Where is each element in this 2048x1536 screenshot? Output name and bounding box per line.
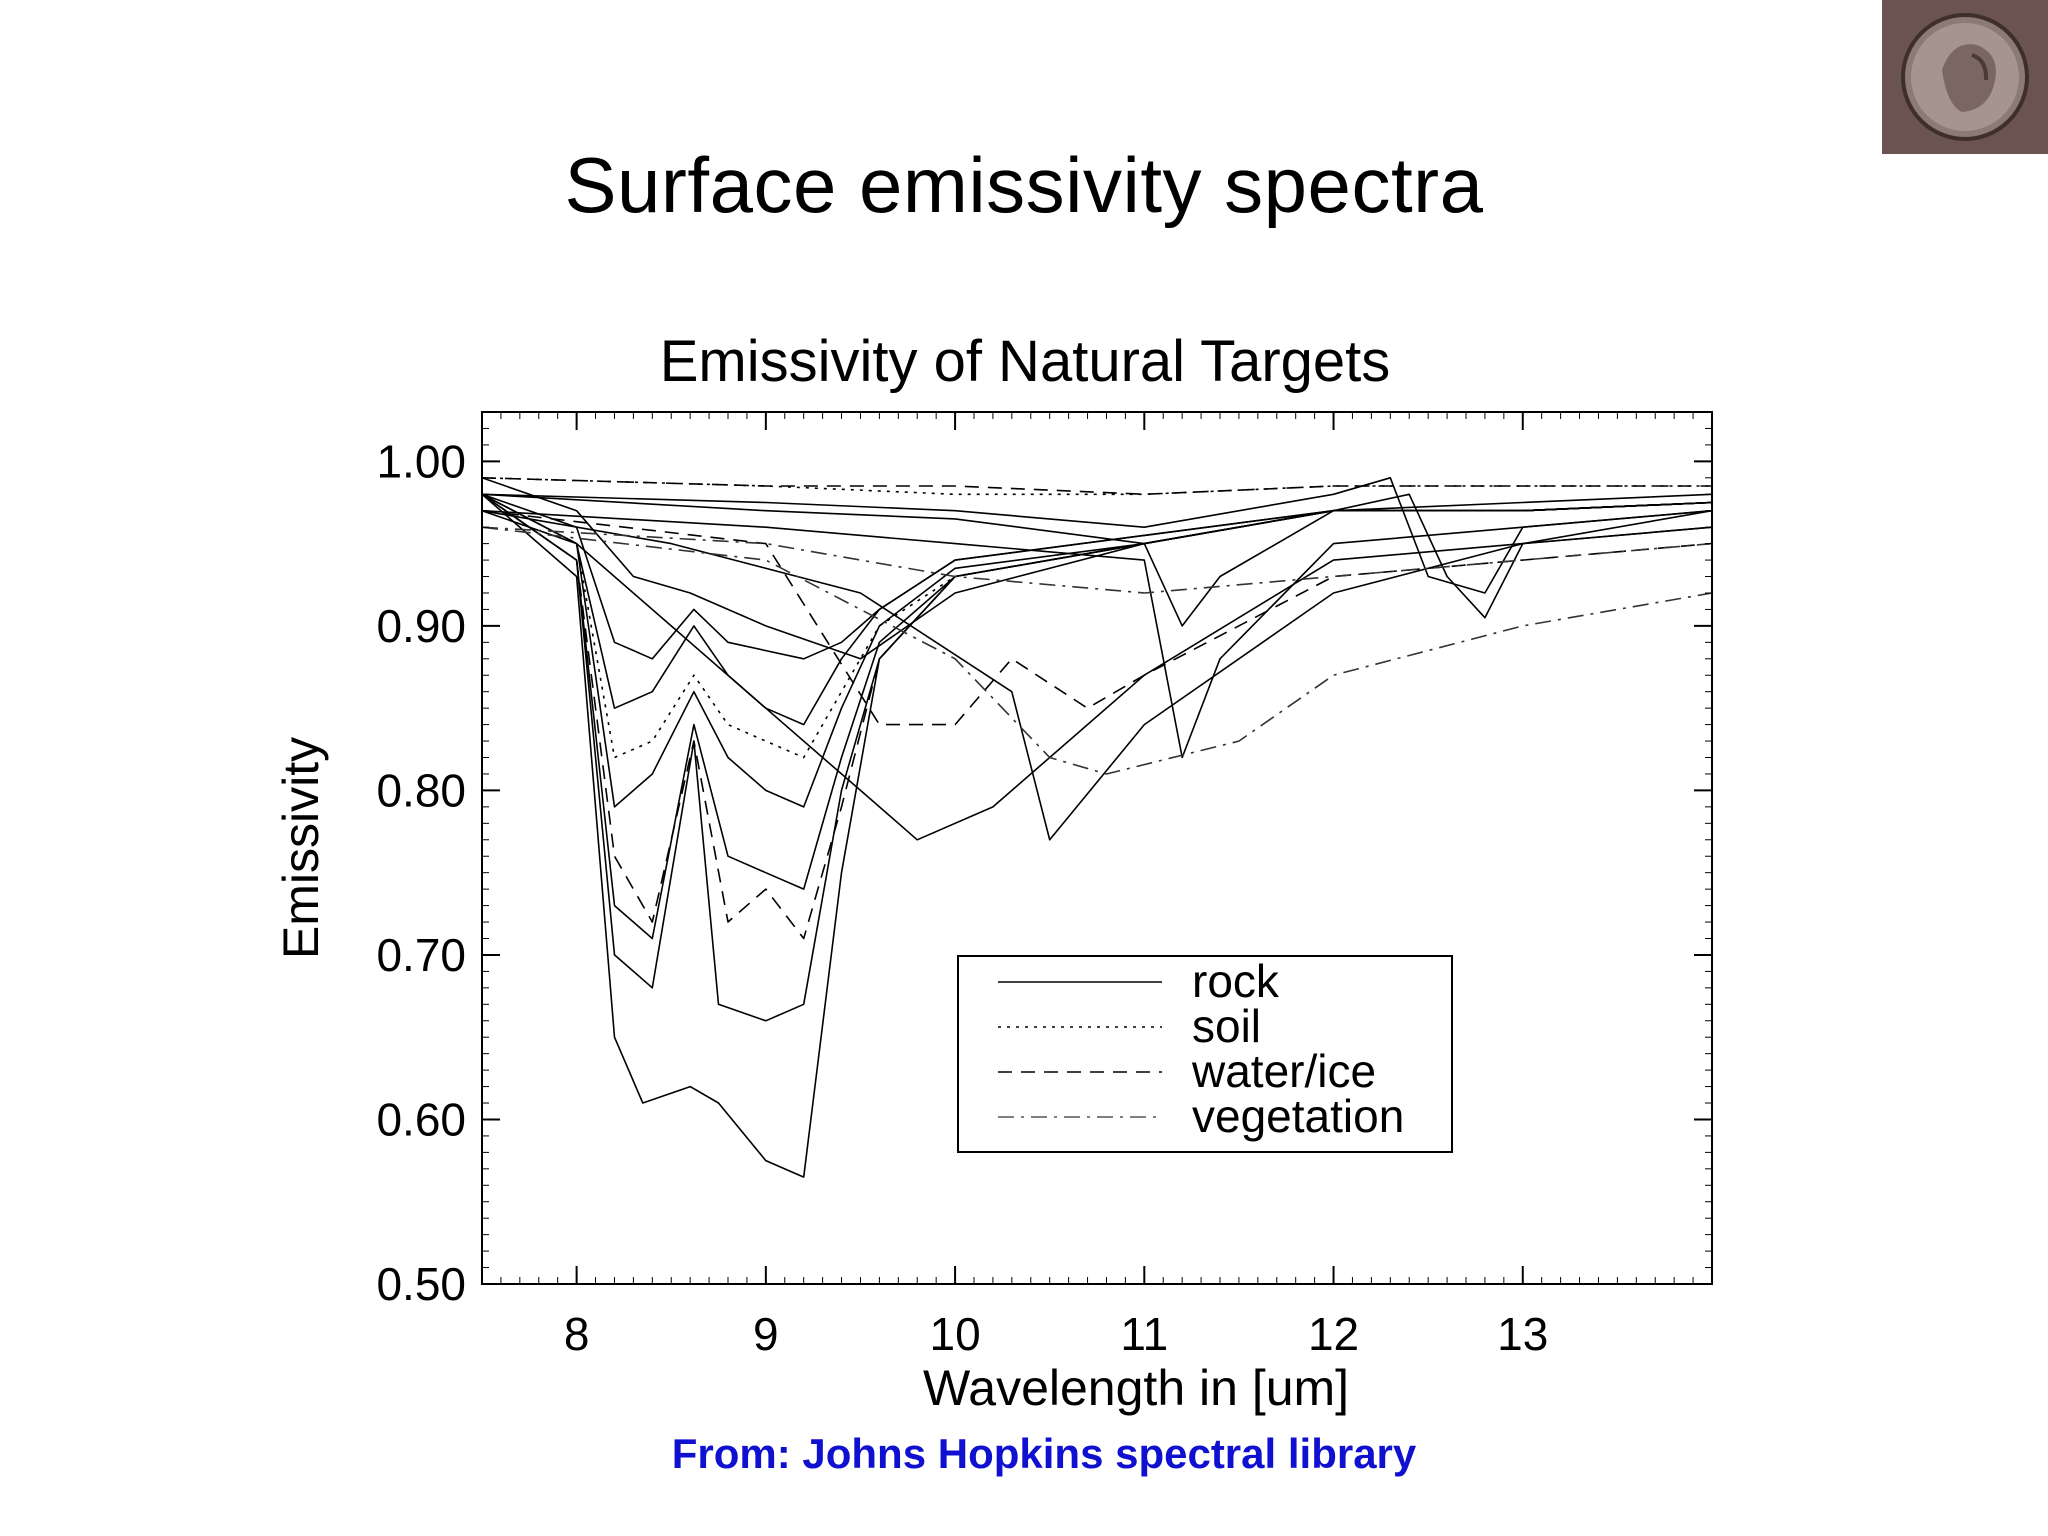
series-water-ice-16 <box>481 477 1712 496</box>
plot-frame <box>481 411 1713 1285</box>
series-soil-12 <box>481 493 1713 759</box>
x-tick-label: 9 <box>753 1308 779 1360</box>
legend-label-soil: soil <box>1192 1000 1261 1052</box>
y-tick-label: 0.50 <box>376 1258 466 1310</box>
x-tick-label: 10 <box>929 1308 980 1360</box>
legend-label-rock: rock <box>1192 955 1280 1007</box>
x-tick-label: 13 <box>1497 1308 1548 1360</box>
series-rock-4 <box>481 493 1713 726</box>
y-tick-label: 1.00 <box>376 435 466 487</box>
series-rock-9 <box>481 493 1713 627</box>
x-axis-label: Wavelength in [um] <box>923 1360 1349 1416</box>
series-water-ice-14 <box>481 493 1713 940</box>
series-group <box>481 477 1713 1178</box>
y-tick-label: 0.70 <box>376 929 466 981</box>
y-axis-label: Emissivity <box>273 737 329 959</box>
legend-label-water-ice: water/ice <box>1191 1045 1376 1097</box>
series-rock-7 <box>481 509 1713 841</box>
y-tick-label: 0.80 <box>376 764 466 816</box>
greek-coin-icon <box>1882 0 2048 154</box>
series-rock-8 <box>481 509 1713 759</box>
x-tick-label: 8 <box>564 1308 590 1360</box>
series-water-ice-15 <box>481 509 1713 726</box>
minor-ticks <box>482 412 1713 1284</box>
series-rock-6 <box>481 509 1713 841</box>
series-rock-11 <box>481 477 1713 660</box>
legend-box <box>957 955 1453 1153</box>
series-rock-1 <box>481 493 1713 1022</box>
x-tick-label: 12 <box>1308 1308 1359 1360</box>
series-vegetation-17 <box>481 526 1713 775</box>
series-rock-5 <box>481 493 1713 660</box>
x-axis: 8 9 10 11 12 13 <box>564 412 1548 1360</box>
series-vegetation-18 <box>481 526 1713 594</box>
slide-title: Surface emissivity spectra <box>564 141 1484 229</box>
series-rock-10 <box>481 477 1713 594</box>
y-axis: 0.50 0.60 0.70 0.80 0.90 1.00 <box>376 435 1712 1310</box>
y-tick-label: 0.60 <box>376 1093 466 1145</box>
x-tick-label: 11 <box>1120 1308 1168 1360</box>
y-tick-label: 0.90 <box>376 600 466 652</box>
legend-label-vegetation: vegetation <box>1192 1090 1404 1142</box>
chart-title: Emissivity of Natural Targets <box>659 329 1391 394</box>
source-credit: From: Johns Hopkins spectral library <box>671 1430 1417 1477</box>
